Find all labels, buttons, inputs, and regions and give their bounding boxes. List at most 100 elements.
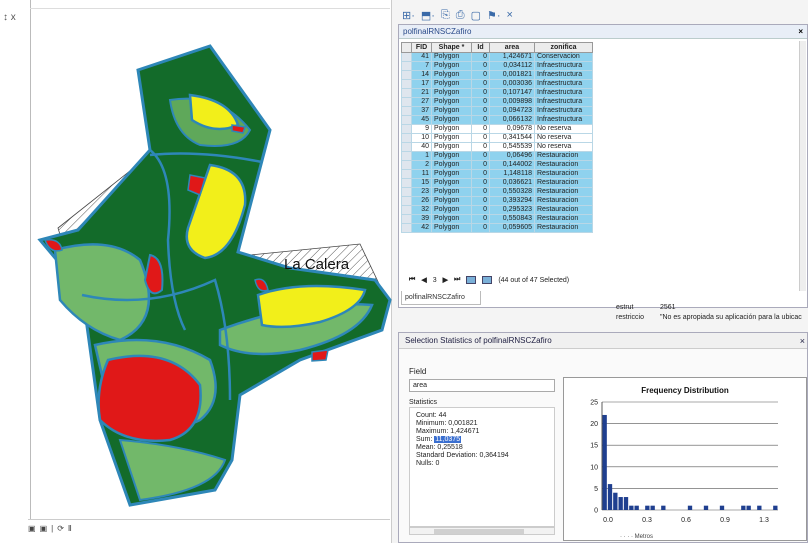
table-row[interactable]: 27 Polygon 0 0,009898 Infraestructura: [401, 97, 593, 107]
row-selector[interactable]: [401, 160, 412, 170]
cell-shape[interactable]: Polygon: [431, 178, 472, 188]
table-row[interactable]: 11 Polygon 0 1,148118 Restauracion: [401, 169, 593, 179]
cell-zonifica[interactable]: Infraestructura: [534, 70, 593, 80]
row-selector[interactable]: [401, 142, 412, 152]
cell-area[interactable]: 0,034112: [489, 61, 535, 71]
cell-fid[interactable]: 37: [411, 106, 432, 116]
cell-id[interactable]: 0: [471, 151, 490, 161]
cell-fid[interactable]: 2: [411, 160, 432, 170]
row-selector[interactable]: [401, 52, 412, 62]
cell-shape[interactable]: Polygon: [431, 115, 472, 125]
data-view-icon[interactable]: ▣: [39, 524, 48, 533]
table-vertical-scrollbar[interactable]: [799, 41, 806, 291]
row-selector[interactable]: [401, 115, 412, 125]
cell-fid[interactable]: 15: [411, 178, 432, 188]
cell-zonifica[interactable]: Infraestructura: [534, 88, 593, 98]
cell-fid[interactable]: 17: [411, 79, 432, 89]
row-selector[interactable]: [401, 88, 412, 98]
cell-area[interactable]: 0,545539: [489, 142, 535, 152]
cell-id[interactable]: 0: [471, 88, 490, 98]
table-row[interactable]: 26 Polygon 0 0,393294 Restauracion: [401, 196, 593, 206]
cell-zonifica[interactable]: Restauracion: [534, 160, 593, 170]
cell-shape[interactable]: Polygon: [431, 52, 472, 62]
cell-fid[interactable]: 27: [411, 97, 432, 107]
row-selector[interactable]: [401, 169, 412, 179]
cell-zonifica[interactable]: No reserva: [534, 124, 593, 134]
cell-shape[interactable]: Polygon: [431, 79, 472, 89]
cell-id[interactable]: 0: [471, 133, 490, 143]
cell-id[interactable]: 0: [471, 169, 490, 179]
table-row[interactable]: 7 Polygon 0 0,034112 Infraestructura: [401, 61, 593, 71]
layout-view-icon[interactable]: ▣: [28, 524, 36, 533]
cell-zonifica[interactable]: Restauracion: [534, 151, 593, 161]
zoning-map[interactable]: [0, 0, 392, 520]
table-row[interactable]: 15 Polygon 0 0,036621 Restauracion: [401, 178, 593, 188]
table-row[interactable]: 10 Polygon 0 0,341544 No reserva: [401, 133, 593, 143]
cell-fid[interactable]: 40: [411, 142, 432, 152]
cell-id[interactable]: 0: [471, 70, 490, 80]
cell-id[interactable]: 0: [471, 115, 490, 125]
row-selector[interactable]: [401, 70, 412, 80]
cell-shape[interactable]: Polygon: [431, 196, 472, 206]
cell-id[interactable]: 0: [471, 97, 490, 107]
table-row[interactable]: 40 Polygon 0 0,545539 No reserva: [401, 142, 593, 152]
row-selector[interactable]: [401, 178, 412, 188]
cell-fid[interactable]: 11: [411, 169, 432, 179]
row-selector[interactable]: [401, 61, 412, 71]
cell-id[interactable]: 0: [471, 178, 490, 188]
cell-fid[interactable]: 21: [411, 88, 432, 98]
row-selector[interactable]: [401, 205, 412, 215]
cell-fid[interactable]: 39: [411, 214, 432, 224]
cell-id[interactable]: 0: [471, 187, 490, 197]
show-all-records-icon[interactable]: [466, 276, 477, 284]
row-selector[interactable]: [401, 106, 412, 116]
close-icon[interactable]: ×: [799, 336, 805, 346]
cell-shape[interactable]: Polygon: [431, 133, 472, 143]
cell-zonifica[interactable]: Restauracion: [534, 169, 593, 179]
close-icon[interactable]: ×: [798, 27, 803, 36]
cell-id[interactable]: 0: [471, 79, 490, 89]
cell-fid[interactable]: 1: [411, 151, 432, 161]
cell-fid[interactable]: 41: [411, 52, 432, 62]
attribute-table-grid[interactable]: FID Shape * Id area zonifica 41 Polygon 0 1…: [401, 42, 623, 288]
column-header-area[interactable]: area: [489, 42, 535, 53]
table-row[interactable]: 41 Polygon 0 1,424671 Conservacion: [401, 52, 593, 62]
cell-shape[interactable]: Polygon: [431, 160, 472, 170]
cell-zonifica[interactable]: Restauracion: [534, 223, 593, 233]
table-row[interactable]: 45 Polygon 0 0,066132 Infraestructura: [401, 115, 593, 125]
cell-shape[interactable]: Polygon: [431, 106, 472, 116]
table-row[interactable]: 21 Polygon 0 0,107147 Infraestructura: [401, 88, 593, 98]
cell-area[interactable]: 1,424671: [489, 52, 535, 62]
cell-shape[interactable]: Polygon: [431, 151, 472, 161]
refresh-icon[interactable]: ⟳: [57, 524, 64, 533]
cell-fid[interactable]: 23: [411, 187, 432, 197]
next-record-icon[interactable]: ▶: [442, 277, 448, 284]
cell-zonifica[interactable]: Restauracion: [534, 196, 593, 206]
cell-fid[interactable]: 45: [411, 115, 432, 125]
cell-id[interactable]: 0: [471, 196, 490, 206]
cell-zonifica[interactable]: No reserva: [534, 133, 593, 143]
cell-shape[interactable]: Polygon: [431, 124, 472, 134]
cell-id[interactable]: 0: [471, 61, 490, 71]
table-row[interactable]: 2 Polygon 0 0,144002 Restauracion: [401, 160, 593, 170]
row-selector[interactable]: [401, 97, 412, 107]
cell-id[interactable]: 0: [471, 205, 490, 215]
table-tab[interactable]: polfinalRNSCZafiro: [401, 291, 481, 305]
last-record-icon[interactable]: ⏭: [454, 276, 461, 283]
row-selector[interactable]: [401, 133, 412, 143]
table-row[interactable]: 23 Polygon 0 0,550328 Restauracion: [401, 187, 593, 197]
column-header-zonifica[interactable]: zonifica: [534, 42, 593, 53]
cell-area[interactable]: 0,393294: [489, 196, 535, 206]
cell-area[interactable]: 0,066132: [489, 115, 535, 125]
cell-fid[interactable]: 26: [411, 196, 432, 206]
cell-zonifica[interactable]: Infraestructura: [534, 115, 593, 125]
column-header-shape[interactable]: Shape *: [431, 42, 472, 53]
cell-area[interactable]: 0,001821: [489, 70, 535, 80]
cell-id[interactable]: 0: [471, 52, 490, 62]
cell-shape[interactable]: Polygon: [431, 223, 472, 233]
cell-fid[interactable]: 10: [411, 133, 432, 143]
pause-drawing-icon[interactable]: Ⅱ: [67, 524, 72, 533]
cell-id[interactable]: 0: [471, 124, 490, 134]
row-selector[interactable]: [401, 187, 412, 197]
cell-area[interactable]: 0,107147: [489, 88, 535, 98]
